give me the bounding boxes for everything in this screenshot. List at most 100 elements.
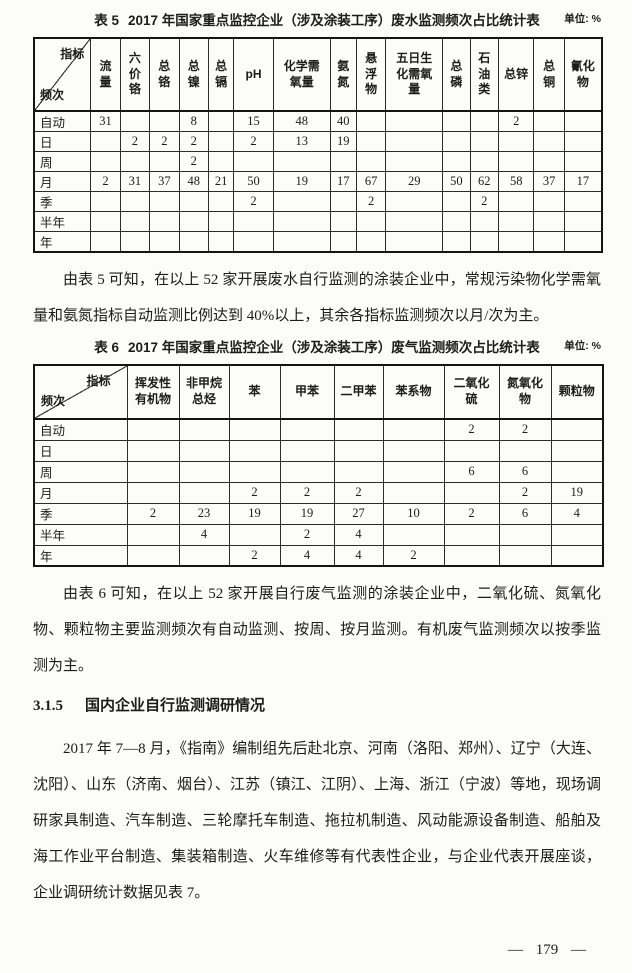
- table6-cell-r1c8: 2: [498, 418, 552, 441]
- table6-cell-r4c4: 2: [279, 481, 335, 504]
- table5-row-5: 季 2 2 2: [33, 191, 603, 212]
- table5-unit-label: 单位: %: [564, 13, 601, 25]
- table5-cell-r1c10: [385, 110, 444, 132]
- table6-cell-r2c6: [382, 439, 445, 462]
- table5-cell-r7c10: [385, 231, 444, 253]
- table5-cell-r3c2: [119, 151, 151, 172]
- table5-cell-r4c7: 19: [272, 171, 331, 192]
- table6-row-label-3: 周: [33, 460, 128, 483]
- table5-cell-r3c5: [207, 151, 235, 172]
- table5-cell-r6c10: [385, 211, 444, 232]
- table5-cell-r6c9: [355, 211, 387, 232]
- table6-cell-r6c9: [550, 523, 604, 546]
- table6-cell-r5c2: 23: [178, 502, 230, 525]
- table5-cell-r7c15: [563, 231, 603, 253]
- table6-cell-r1c5: [333, 418, 384, 441]
- table5-row-7: 年: [33, 231, 603, 253]
- table5-cell-r6c14: [533, 211, 565, 232]
- table6-cell-r6c5: 4: [333, 523, 384, 546]
- table5-cell-r2c15: [563, 131, 603, 152]
- table5-cell-r5c5: [207, 191, 235, 212]
- table5-cell-r7c1: [90, 231, 121, 253]
- table5-cell-r4c13: 58: [497, 171, 535, 192]
- table6-title: 表 6 2017 年国家重点监控企业（涉及涂装工序）废气监测频次占比统计表 单位:…: [33, 337, 601, 359]
- table6-cell-r2c8: [498, 439, 552, 462]
- table6-cell-r2c7: [443, 439, 500, 462]
- table6-cell-r3c8: 6: [498, 460, 552, 483]
- table5-cell-r6c1: [90, 211, 121, 232]
- table5-cell-r4c5: 21: [207, 171, 235, 192]
- table6-title-label: 表 6: [94, 340, 119, 355]
- table5-cell-r1c6: 15: [233, 110, 274, 132]
- table5-cell-r5c14: [533, 191, 565, 212]
- table6-cell-r5c8: 6: [498, 502, 552, 525]
- table6-header-row: 指标 频次 挥发性有机物 非甲烷总烃苯甲苯 二甲苯 苯系物 二氧化硫 氮氧化物 颗粒物: [33, 364, 604, 420]
- table5-row-label-3: 周: [33, 151, 92, 172]
- table6-cell-r4c3: 2: [228, 481, 281, 504]
- table6-cell-r6c3: [228, 523, 281, 546]
- table5-cell-r3c1: [90, 151, 121, 172]
- table6-col-header-6: 苯系物: [382, 364, 445, 420]
- table5-cell-r5c13: [497, 191, 535, 212]
- table5-col-header-1: 流量: [90, 37, 121, 112]
- table5-col-header-8: 氨氮: [329, 37, 357, 112]
- table6-cell-r4c9: 19: [550, 481, 604, 504]
- table5-cell-r5c15: [563, 191, 603, 212]
- table5-cell-r7c6: [233, 231, 274, 253]
- table5-cell-r3c14: [533, 151, 565, 172]
- table5-row-label-4: 月: [33, 171, 92, 192]
- table5-cell-r2c11: [442, 131, 471, 152]
- table6-cell-r1c4: [279, 418, 335, 441]
- table6-corner-frequency-label: 频次: [41, 394, 66, 408]
- table6-col-header-4: 甲苯: [279, 364, 335, 420]
- table5-cell-r5c12: 2: [469, 191, 499, 212]
- table5-cell-r7c7: [272, 231, 331, 253]
- wastewater-monitoring-table: 指标 频次 流量 六价铬 总铬 总镍 总镉 pH 化学需氧量 氨氮 悬浮物 五日生化需氧量 总磷 石油类总…: [33, 37, 603, 253]
- table5-cell-r4c1: 2: [90, 171, 121, 192]
- table5-cell-r5c3: [149, 191, 180, 212]
- table6-cell-r6c1: [126, 523, 180, 546]
- table6-unit-label: 单位: %: [564, 340, 601, 352]
- table6-row-label-4: 月: [33, 481, 128, 504]
- table5-cell-r2c1: [90, 131, 121, 152]
- table5-title-text: 2017 年国家重点监控企业（涉及涂装工序）废水监测频次占比统计表: [127, 13, 540, 28]
- table6-cell-r2c5: [333, 439, 384, 462]
- table6-cell-r4c1: [126, 481, 180, 504]
- table6-cell-r3c9: [550, 460, 604, 483]
- table5-cell-r3c13: [497, 151, 535, 172]
- table5-cell-r2c10: [385, 131, 444, 152]
- table6-cell-r6c4: 2: [279, 523, 335, 546]
- table6-cell-r7c1: [126, 544, 180, 567]
- table5-cell-r1c5: [207, 110, 235, 132]
- table5-cell-r3c7: [272, 151, 331, 172]
- table5-cell-r5c7: [272, 191, 331, 212]
- table5-header-row: 指标 频次 流量 六价铬 总铬 总镍 总镉 pH 化学需氧量 氨氮 悬浮物 五日生化需氧量 总磷 石油类总…: [33, 37, 603, 112]
- table5-cell-r4c11: 50: [442, 171, 471, 192]
- table5-cell-r5c8: [329, 191, 357, 212]
- table5-cell-r7c8: [329, 231, 357, 253]
- table5-cell-r3c11: [442, 151, 471, 172]
- table6-col-header-8: 氮氧化物: [498, 364, 552, 420]
- table6-cell-r5c7: 2: [443, 502, 500, 525]
- table6-cell-r4c5: 2: [333, 481, 384, 504]
- table6-row-5: 季 2 23 19 19 27 10 2 6 4: [33, 502, 604, 525]
- table5-row-label-5: 季: [33, 191, 92, 212]
- table5-cell-r1c2: [119, 110, 151, 132]
- table5-cell-r4c14: 37: [533, 171, 565, 192]
- table6-cell-r4c7: [443, 481, 500, 504]
- table5-cell-r3c4: 2: [178, 151, 209, 172]
- table6-cell-r3c2: [178, 460, 230, 483]
- table6-cell-r3c6: [382, 460, 445, 483]
- table6-cell-r7c6: 2: [382, 544, 445, 567]
- table5-col-header-14: 总铜: [533, 37, 565, 112]
- table6-cell-r7c5: 4: [333, 544, 384, 567]
- table6-col-header-2: 非甲烷总烃: [178, 364, 230, 420]
- table5-cell-r3c10: [385, 151, 444, 172]
- table5-cell-r1c14: [533, 110, 565, 132]
- table5-cell-r2c9: [355, 131, 387, 152]
- table5-cell-r3c12: [469, 151, 499, 172]
- table6-cell-r4c2: [178, 481, 230, 504]
- table6-cell-r2c4: [279, 439, 335, 462]
